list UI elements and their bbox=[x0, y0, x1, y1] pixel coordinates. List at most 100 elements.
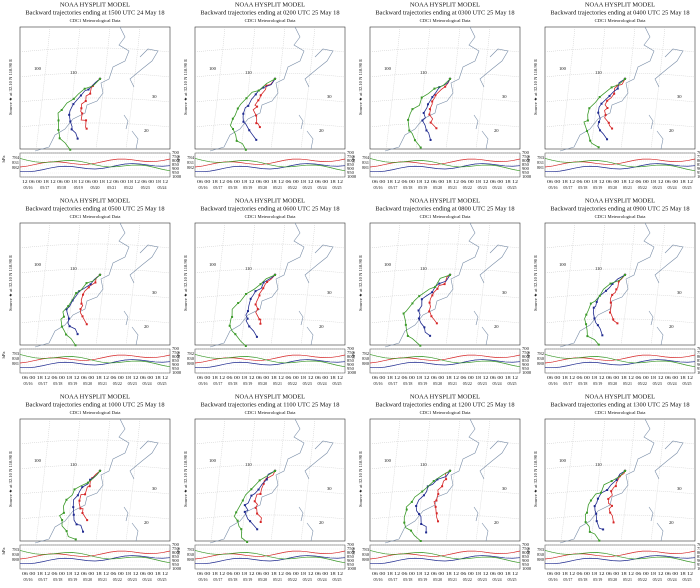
trajectory-marker bbox=[259, 283, 262, 286]
trajectory-marker bbox=[256, 512, 259, 515]
graticule bbox=[19, 97, 171, 103]
trajectory-marker bbox=[593, 505, 596, 508]
pressure-tick: 1000 bbox=[522, 174, 532, 179]
trajectory-marker bbox=[585, 313, 588, 316]
pressure-tick: 950 bbox=[347, 170, 355, 175]
pressure-tick: 1000 bbox=[522, 370, 532, 375]
trajectory-marker bbox=[242, 120, 245, 123]
trajectory-marker bbox=[417, 317, 420, 320]
trajectory-marker bbox=[428, 301, 431, 304]
trajectory-marker bbox=[428, 113, 431, 116]
pressure-unit: hPa bbox=[176, 156, 181, 163]
trajectory-marker bbox=[253, 500, 256, 503]
pressure-tick: 1000 bbox=[347, 566, 357, 571]
date-tick: 05/18 bbox=[228, 185, 237, 190]
panel-title: Backward trajectories ending at 0500 UTC… bbox=[25, 205, 164, 212]
map-label: 20 bbox=[319, 520, 324, 525]
date-tick: 05/23 bbox=[653, 577, 662, 582]
trajectory-marker bbox=[434, 285, 437, 288]
start-level: 882 bbox=[187, 165, 195, 170]
date-tick: 05/16 bbox=[548, 381, 557, 386]
date-tick: 05/17 bbox=[563, 381, 572, 386]
graticule bbox=[19, 464, 171, 470]
trajectory-marker bbox=[609, 301, 612, 304]
map-label: 110 bbox=[420, 462, 427, 467]
trajectory-marker bbox=[82, 530, 85, 533]
trajectory-marker bbox=[413, 139, 416, 142]
trajectory-marker bbox=[611, 127, 614, 130]
start-level: 831 bbox=[362, 160, 370, 165]
trajectory-marker bbox=[606, 138, 609, 141]
date-tick: 05/18 bbox=[228, 577, 237, 582]
date-tick: 05/20 bbox=[433, 577, 442, 582]
trajectory-marker bbox=[62, 511, 65, 514]
map-label: 100 bbox=[209, 262, 217, 267]
pressure-tick: 750 bbox=[172, 154, 180, 159]
pressure-tick: 700 bbox=[347, 346, 355, 351]
model-name: NOAA HYSPLIT MODEL bbox=[235, 197, 305, 204]
start-level: 782 bbox=[187, 351, 195, 356]
trajectory-marker bbox=[615, 478, 618, 481]
trajectory bbox=[418, 274, 451, 337]
graticule bbox=[194, 489, 346, 495]
map-frame bbox=[544, 26, 696, 150]
date-tick: 05/22 bbox=[638, 381, 647, 386]
trajectory-marker bbox=[262, 281, 265, 284]
trajectory bbox=[583, 78, 626, 148]
start-level: 831 bbox=[537, 160, 545, 165]
trajectory-marker bbox=[595, 300, 598, 303]
pressure-tick: 800 bbox=[697, 354, 700, 359]
graticule bbox=[544, 439, 696, 445]
map-label: 100 bbox=[209, 458, 217, 463]
trajectory-marker bbox=[244, 148, 247, 151]
start-level: 880 bbox=[187, 361, 195, 366]
pressure-tick: 850 bbox=[522, 554, 530, 559]
data-source: CDC1 Meteorological Data bbox=[70, 214, 121, 219]
date-tick: 05/17 bbox=[388, 577, 397, 582]
trajectory-marker bbox=[595, 520, 598, 523]
trajectory-marker bbox=[72, 513, 75, 516]
graticule bbox=[369, 243, 521, 249]
trajectory bbox=[584, 470, 626, 541]
trajectory-marker bbox=[586, 129, 589, 132]
pressure-tick: 800 bbox=[522, 158, 530, 163]
pressure-tick: 1000 bbox=[347, 174, 357, 179]
trajectory-marker bbox=[402, 312, 405, 315]
trajectory-marker bbox=[265, 478, 268, 481]
date-tick: 05/18 bbox=[578, 381, 587, 386]
pressure-tick: 850 bbox=[172, 358, 180, 363]
pressure-tick: 850 bbox=[697, 162, 700, 167]
trajectory bbox=[403, 470, 451, 542]
trajectory-marker bbox=[610, 86, 613, 89]
trajectory-marker bbox=[410, 529, 413, 532]
date-tick: 05/24 bbox=[318, 381, 327, 386]
trajectory-marker bbox=[256, 308, 259, 311]
trajectory-marker bbox=[75, 292, 78, 295]
pressure-tick: 800 bbox=[172, 354, 180, 359]
data-source: CDC1 Meteorological Data bbox=[420, 214, 471, 219]
pressure-tick: 700 bbox=[522, 150, 530, 155]
date-tick: 05/16 bbox=[23, 185, 32, 190]
trajectory-marker bbox=[612, 521, 615, 524]
pressure-tick: 950 bbox=[522, 366, 530, 371]
start-level: 830 bbox=[537, 356, 545, 361]
model-name: NOAA HYSPLIT MODEL bbox=[60, 393, 130, 400]
map-frame bbox=[369, 26, 521, 150]
trajectory-marker bbox=[85, 323, 88, 326]
height-profile bbox=[19, 359, 171, 369]
date-tick: 05/22 bbox=[113, 577, 122, 582]
graticule bbox=[194, 72, 346, 78]
trajectory-marker bbox=[612, 318, 615, 321]
date-tick: 05/16 bbox=[373, 185, 382, 190]
panel-title: Backward trajectories ending at 1000 UTC… bbox=[25, 401, 164, 408]
trajectory-marker bbox=[60, 325, 63, 328]
pressure-tick: 800 bbox=[522, 354, 530, 359]
trajectory-marker bbox=[437, 520, 440, 523]
map-label: 30 bbox=[502, 94, 507, 99]
pressure-tick: 900 bbox=[522, 166, 530, 171]
date-tick: 05/18 bbox=[228, 381, 237, 386]
date-tick: 05/23 bbox=[303, 381, 312, 386]
